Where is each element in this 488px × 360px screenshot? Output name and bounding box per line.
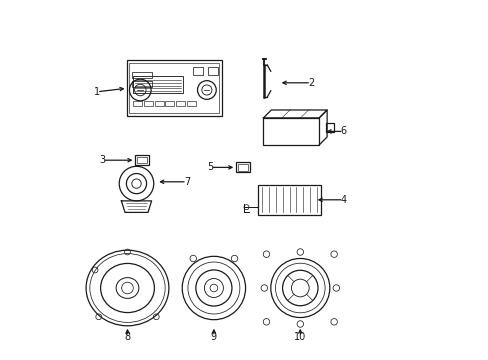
Bar [137, 157, 146, 163]
Bar [133, 100, 142, 106]
Bar [133, 76, 183, 93]
Bar [207, 67, 217, 75]
Bar [126, 60, 222, 116]
Bar [143, 100, 153, 106]
Bar [135, 155, 148, 165]
Text: 7: 7 [183, 177, 190, 187]
Text: 8: 8 [124, 332, 130, 342]
Bar [187, 100, 196, 106]
Bar [176, 100, 185, 106]
Bar [165, 100, 174, 106]
Bar [193, 67, 203, 75]
Bar [235, 162, 249, 172]
Bar [132, 81, 151, 87]
Text: 4: 4 [340, 195, 346, 205]
Bar [132, 72, 151, 78]
Text: 9: 9 [210, 332, 217, 342]
Text: 5: 5 [207, 162, 213, 172]
Bar [263, 118, 319, 145]
Text: 1: 1 [94, 87, 100, 97]
Bar [237, 164, 247, 171]
Text: 2: 2 [307, 78, 314, 88]
Bar [154, 100, 163, 106]
Text: 10: 10 [294, 332, 306, 342]
Bar [129, 63, 219, 113]
Bar [325, 123, 334, 132]
Text: 6: 6 [340, 126, 346, 136]
Text: 3: 3 [99, 155, 105, 165]
Bar [258, 184, 320, 215]
